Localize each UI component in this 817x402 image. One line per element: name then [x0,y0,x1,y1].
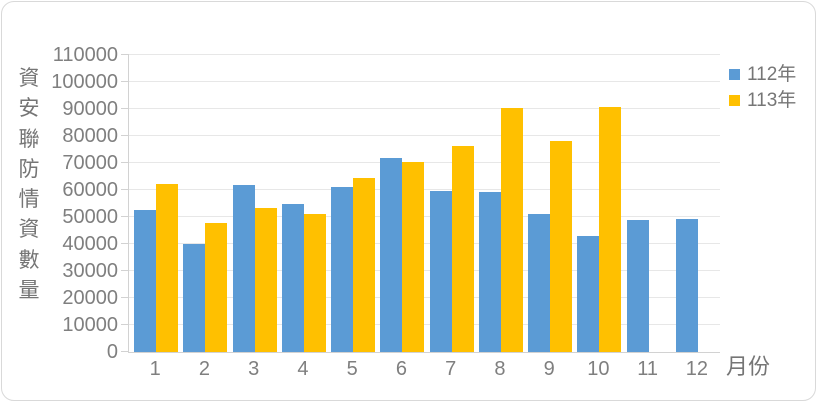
y-axis-labels: 0 10000 20000 30000 40000 50000 60000 70000 8000… [28,45,118,362]
plot-area [121,54,720,353]
y-axis-tick [121,108,129,109]
x-axis-labels: 1 2 3 4 5 6 7 8 9 10 11 12 [128,359,719,383]
y-axis-tick-label: 20000 [62,287,118,309]
legend-label: 112年 [747,63,797,85]
bar-113年-month-8 [500,108,523,352]
legend-swatch-112年 [729,68,740,80]
legend: 112年 113年 [729,61,796,113]
y-axis-tick [121,135,129,136]
x-axis-title: 月份 [726,354,771,379]
bar-112年-month-4 [281,203,304,352]
gridline [129,243,720,244]
y-axis-title-char: 防 [18,157,40,181]
x-axis-tick-label: 12 [685,358,708,380]
bar-112年-month-5 [331,187,354,352]
legend-item: 113年 [729,87,796,113]
x-axis-tick-label: 10 [587,358,610,380]
legend-item: 112年 [729,61,796,87]
gridline [129,297,720,298]
y-axis-tick-label: 100000 [51,71,118,93]
y-axis-tick [121,216,129,217]
y-axis-tick-label: 70000 [62,152,118,174]
bar-112年-month-7 [429,190,452,352]
gridline [129,189,720,190]
bar-112年-month-10 [577,235,600,352]
y-axis-tick-label: 80000 [62,125,118,147]
bar-113年-month-2 [205,222,228,352]
bar-113年-month-4 [303,213,326,352]
x-axis-tick-label: 3 [248,358,260,380]
y-axis-title: 資安聯防情資數量 [14,64,44,306]
y-axis-tick [121,324,129,325]
gridline [129,270,720,271]
x-axis-tick-label: 8 [494,358,506,380]
y-axis-tick [121,189,129,190]
y-axis-tick-label: 110000 [52,44,118,66]
y-axis-tick [121,243,129,244]
y-axis-tick-label: 30000 [62,260,118,282]
y-axis-tick-label: 60000 [62,179,118,201]
x-axis-tick-label: 9 [543,358,555,380]
gridline [129,108,720,109]
bar-112年-month-1 [134,209,157,352]
gridline [129,162,720,163]
x-axis-tick-label: 2 [198,358,210,380]
y-axis-title-char: 資 [18,218,40,242]
bar-113年-month-10 [599,107,622,352]
gridline [129,135,720,136]
bar-113年-month-5 [353,178,376,352]
y-axis-tick [121,270,129,271]
y-axis-title-char: 情 [18,188,40,212]
bar-112年-month-3 [232,184,255,352]
legend-swatch-113年 [729,94,740,106]
x-axis-tick-label: 7 [445,358,457,380]
bar-112年-month-2 [183,244,206,352]
bar-113年-month-7 [451,146,474,352]
gridline [129,216,720,217]
y-axis-title-char: 聯 [18,127,40,151]
y-axis-title-char: 量 [18,279,40,303]
bar-113年-month-6 [402,162,425,352]
y-axis-title-char: 安 [18,97,40,121]
x-axis-tick-label: 5 [346,358,358,380]
y-axis-title-char: 數 [18,248,40,272]
legend-label: 113年 [747,89,797,111]
x-axis-tick-label: 4 [297,358,309,380]
y-axis-tick-label: 10000 [62,314,118,336]
bar-112年-month-6 [380,158,403,352]
y-axis-tick-label: 90000 [62,98,118,120]
x-axis-tick-label: 1 [149,358,161,380]
x-axis-tick-label: 11 [637,358,658,380]
y-axis-tick-label: 40000 [62,233,118,255]
y-axis-tick-label: 50000 [62,206,118,228]
y-axis-title-char: 資 [18,67,40,90]
bar-112年-month-12 [675,218,698,352]
y-axis-tick-label: 0 [106,341,118,363]
gridline [129,81,720,82]
bar-112年-month-9 [528,214,551,352]
bar-112年-month-8 [478,191,501,352]
bar-113年-month-3 [254,207,277,352]
y-axis-tick [121,54,129,55]
y-axis-tick [121,81,129,82]
bar-113年-month-1 [156,183,179,352]
gridline [129,324,720,325]
bar-112年-month-11 [626,219,649,352]
x-axis-tick-label: 6 [395,358,407,380]
bar-113年-month-9 [550,140,573,352]
gridline [129,54,720,55]
y-axis-tick [121,162,129,163]
y-axis-tick [121,351,129,352]
y-axis-tick [121,297,129,298]
